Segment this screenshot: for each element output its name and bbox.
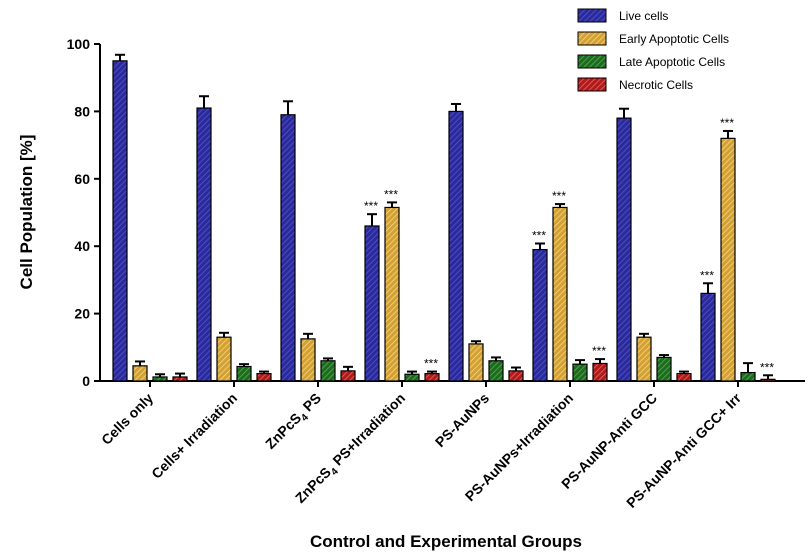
bar-live-cells xyxy=(280,114,296,382)
bar-late-apoptotic-cells xyxy=(740,371,756,382)
legend-label: Early Apoptotic Cells xyxy=(619,32,729,46)
bar-late-apoptotic-cells xyxy=(656,356,672,382)
legend-swatch xyxy=(577,31,607,46)
significance-marker: *** xyxy=(592,344,606,358)
bars: *** *** *** *** *** *** *** *** *** xyxy=(112,53,776,387)
bar-live-cells xyxy=(700,292,716,382)
bar-necrotic-cells xyxy=(676,372,692,382)
y-tick-label: 20 xyxy=(74,306,90,322)
bar-early-apoptotic-cells xyxy=(132,365,148,382)
significance-marker: *** xyxy=(552,189,566,203)
legend-label: Live cells xyxy=(619,9,668,23)
bar-late-apoptotic-cells xyxy=(404,373,420,382)
legend-label: Necrotic Cells xyxy=(619,78,693,92)
bar-necrotic-cells xyxy=(340,370,356,382)
bar-early-apoptotic-cells xyxy=(300,338,316,382)
y-tick-label: 40 xyxy=(74,238,90,254)
bar-late-apoptotic-cells xyxy=(236,365,252,382)
x-tick-label: ZnPcS4 PS xyxy=(262,390,327,455)
bar-early-apoptotic-cells xyxy=(468,343,484,382)
bar-early-apoptotic-cells xyxy=(384,206,400,382)
bar-live-cells xyxy=(196,107,212,382)
y-tick-label: 60 xyxy=(74,171,90,187)
bar-necrotic-cells xyxy=(424,372,440,382)
significance-marker: *** xyxy=(424,357,438,371)
bar-live-cells xyxy=(532,248,548,382)
significance-marker: *** xyxy=(384,187,398,201)
x-tick-label: Cells+ Irradiation xyxy=(148,390,240,482)
bar-early-apoptotic-cells xyxy=(552,206,568,382)
bar-early-apoptotic-cells xyxy=(720,137,736,382)
x-tick-label: Cells only xyxy=(98,390,156,448)
bar-late-apoptotic-cells xyxy=(572,363,588,382)
significance-marker: *** xyxy=(700,268,714,282)
y-axis-title: Cell Population [%] xyxy=(17,135,36,290)
bar-live-cells xyxy=(616,117,632,382)
bar-live-cells xyxy=(364,225,380,382)
legend-swatch xyxy=(577,77,607,92)
y-tick-label: 80 xyxy=(74,103,90,119)
y-tick-label: 100 xyxy=(67,36,91,52)
bar-late-apoptotic-cells xyxy=(152,376,168,382)
y-tick-label: 0 xyxy=(82,373,90,389)
bar-necrotic-cells xyxy=(508,370,524,382)
significance-marker: *** xyxy=(532,229,546,243)
legend-swatch xyxy=(577,8,607,23)
x-axis-title: Control and Experimental Groups xyxy=(310,532,582,551)
bar-live-cells xyxy=(448,110,464,382)
legend: Live cells Early Apoptotic Cells Late Apop… xyxy=(577,8,729,92)
bar-necrotic-cells xyxy=(760,378,776,382)
bar-early-apoptotic-cells xyxy=(216,336,232,382)
x-tick-label: PS-AuNPs xyxy=(432,390,492,450)
bar-necrotic-cells xyxy=(592,362,608,382)
bar-necrotic-cells xyxy=(172,376,188,382)
bar-live-cells xyxy=(112,60,128,382)
bar-necrotic-cells xyxy=(256,372,272,382)
significance-marker: *** xyxy=(364,199,378,213)
bar-early-apoptotic-cells xyxy=(636,336,652,382)
significance-marker: *** xyxy=(720,116,734,130)
legend-label: Late Apoptotic Cells xyxy=(619,55,725,69)
y-ticks: 0 20 40 60 80 100 xyxy=(67,36,100,389)
legend-swatch xyxy=(577,54,607,69)
significance-marker: *** xyxy=(760,360,774,374)
bar-late-apoptotic-cells xyxy=(488,360,504,382)
bar-late-apoptotic-cells xyxy=(320,360,336,382)
